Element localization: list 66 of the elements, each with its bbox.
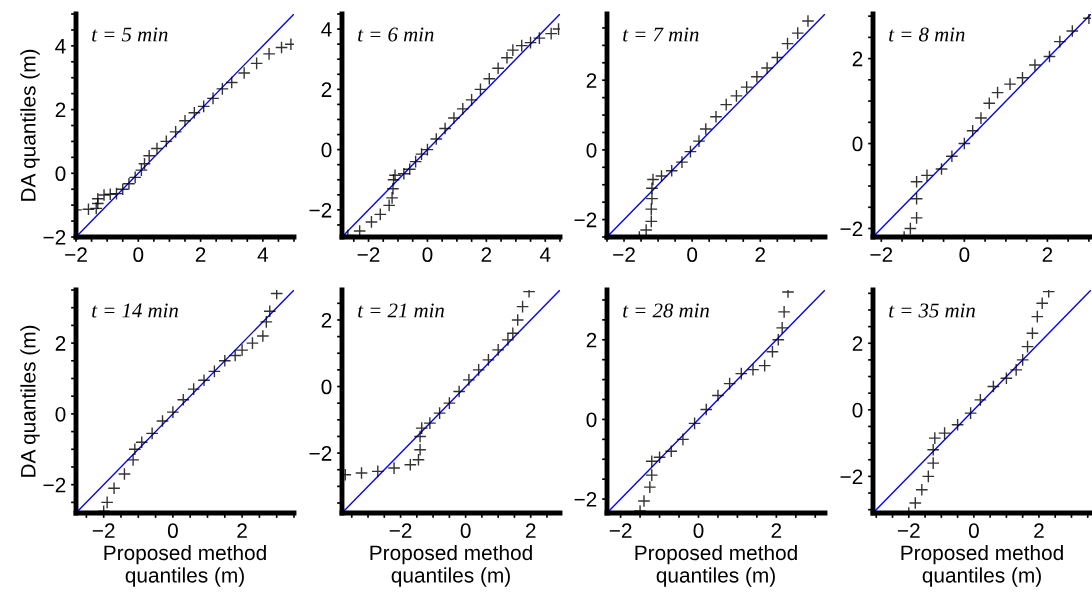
y-tick-label: −2	[309, 446, 332, 461]
y-tick-label: 0	[852, 402, 863, 418]
chart-title: t = 7 min	[623, 27, 699, 42]
x-axis-title: Proposed method quantiles (m)	[104, 544, 266, 587]
y-tick-label: 2	[55, 102, 66, 118]
y-tick-label: 4	[55, 39, 66, 54]
x-tick-label: 2	[755, 247, 766, 262]
y-axis-title: DA quantiles (m)	[20, 325, 40, 477]
y-tick-label: 0	[586, 142, 597, 158]
x-tick-label: 0	[167, 523, 178, 539]
y-tick-label: 2	[55, 336, 66, 351]
chart-title: t = 5 min	[92, 27, 168, 42]
x-tick-label: −2	[389, 523, 412, 538]
x-tick-label: 4	[539, 247, 551, 262]
y-tick-label: 2	[321, 82, 332, 97]
x-tick-label: −2	[357, 247, 380, 262]
x-tick-label: 2	[771, 523, 782, 538]
y-tick-label: 0	[55, 406, 66, 422]
x-tick-label: −2	[897, 523, 920, 538]
y-tick-label: 0	[321, 379, 332, 395]
y-tick-label: −2	[43, 477, 66, 493]
y-tick-label: −2	[840, 221, 863, 237]
x-tick-label: 2	[1034, 523, 1044, 538]
x-tick-label: −2	[870, 247, 893, 262]
x-tick-label: 0	[460, 523, 471, 539]
chart-title: t = 14 min	[92, 303, 178, 318]
y-tick-label: 0	[852, 136, 863, 152]
chart-title: t = 28 min	[623, 303, 709, 318]
x-tick-label: 2	[237, 523, 247, 538]
y-axis-title: DA quantiles (m)	[20, 49, 40, 201]
x-tick-label: −2	[613, 247, 635, 262]
x-tick-label: −2	[609, 523, 632, 538]
chart-title: t = 6 min	[358, 27, 434, 42]
y-tick-label: 4	[321, 22, 332, 37]
x-tick-label: 4	[257, 247, 269, 262]
y-tick-label: 2	[852, 51, 863, 67]
y-tick-label: 0	[586, 412, 597, 428]
y-tick-label: 0	[321, 142, 332, 158]
x-tick-label: 0	[687, 247, 698, 263]
chart-title: t = 35 min	[889, 303, 975, 318]
y-tick-label: 2	[321, 312, 332, 328]
y-tick-label: 2	[586, 332, 597, 348]
x-tick-label: 2	[481, 247, 492, 262]
chart-title: t = 8 min	[889, 27, 965, 42]
y-tick-label: 2	[586, 73, 597, 88]
y-tick-label: −2	[574, 212, 597, 228]
chart-title: t = 21 min	[358, 303, 444, 318]
y-tick-label: 0	[55, 166, 66, 182]
x-tick-label: −2	[92, 523, 115, 538]
y-tick-label: −2	[309, 202, 332, 218]
y-tick-label: −2	[840, 469, 863, 484]
y-tick-label: −2	[574, 492, 597, 507]
x-tick-label: 2	[525, 523, 536, 538]
x-axis-title: Proposed method quantiles (m)	[635, 544, 797, 587]
x-tick-label: −2	[65, 247, 87, 262]
x-tick-label: 0	[133, 247, 144, 263]
y-tick-label: −2	[43, 230, 66, 245]
x-axis-title: Proposed method quantiles (m)	[901, 544, 1063, 587]
x-tick-label: 0	[959, 247, 970, 263]
x-tick-label: 0	[422, 247, 433, 263]
x-tick-label: 2	[1042, 247, 1053, 262]
x-tick-label: 0	[968, 523, 979, 539]
y-tick-label: 2	[852, 336, 863, 351]
x-tick-label: 2	[195, 247, 206, 262]
x-tick-label: 0	[693, 523, 704, 539]
x-axis-title: Proposed method quantiles (m)	[370, 544, 532, 587]
